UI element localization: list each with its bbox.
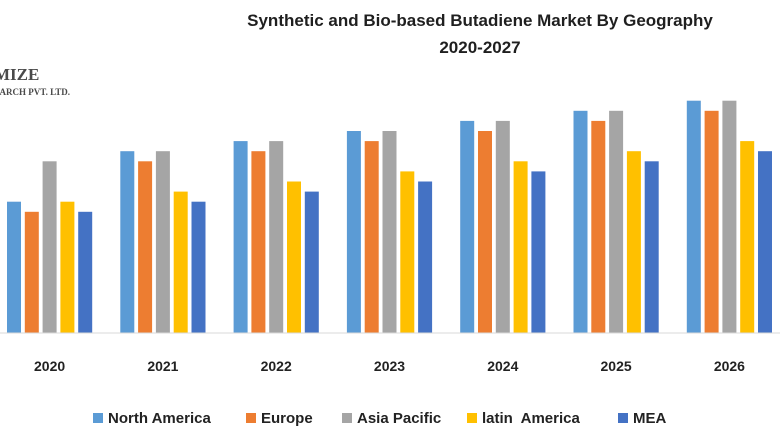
bar-europe-2021 bbox=[138, 161, 153, 333]
bar-mea-2023 bbox=[418, 181, 433, 333]
legend-item-latin-america[interactable]: latin America bbox=[467, 410, 580, 427]
watermark-logo: MIZE RESEARCH PVT. LTD. bbox=[0, 65, 70, 97]
bar-latin-america-2024 bbox=[513, 161, 528, 333]
legend-label: Asia Pacific bbox=[357, 410, 441, 427]
bar-europe-2026 bbox=[704, 110, 719, 333]
bar-mea-2025 bbox=[644, 161, 659, 333]
legend-swatch bbox=[342, 413, 352, 423]
bar-north-america-2025 bbox=[573, 110, 588, 333]
bar-north-america-2023 bbox=[346, 131, 361, 333]
bar-north-america-2021 bbox=[120, 151, 135, 333]
bars-layer bbox=[7, 100, 772, 334]
legend[interactable]: North America Europe Asia Pacific latin Ame… bbox=[93, 410, 667, 427]
bar-mea-2026 bbox=[758, 151, 772, 333]
x-axis-ticks: 2020 2021 2022 2023 2024 2025 2026 bbox=[34, 358, 745, 374]
x-tick-label-2022: 2022 bbox=[261, 358, 292, 374]
bar-asia-pacific-2023 bbox=[382, 131, 397, 333]
legend-swatch bbox=[618, 413, 628, 423]
bar-asia-pacific-2025 bbox=[609, 110, 624, 333]
bar-europe-2023 bbox=[364, 141, 379, 333]
bar-mea-2020 bbox=[78, 211, 93, 333]
legend-swatch bbox=[93, 413, 103, 423]
watermark-logo-tagline: RESEARCH PVT. LTD. bbox=[0, 87, 70, 97]
legend-swatch bbox=[246, 413, 256, 423]
bar-latin-america-2026 bbox=[740, 141, 755, 333]
x-tick-label-2021: 2021 bbox=[147, 358, 178, 374]
bar-asia-pacific-2024 bbox=[495, 120, 510, 334]
legend-item-europe[interactable]: Europe bbox=[246, 410, 313, 427]
legend-item-asia-pacific[interactable]: Asia Pacific bbox=[342, 410, 441, 427]
legend-label: Europe bbox=[261, 410, 313, 427]
bar-north-america-2024 bbox=[460, 120, 475, 334]
bar-asia-pacific-2020 bbox=[42, 161, 57, 333]
x-tick-label-2025: 2025 bbox=[601, 358, 632, 374]
chart-subtitle: 2020-2027 bbox=[439, 38, 520, 57]
bar-north-america-2022 bbox=[233, 141, 248, 333]
bar-latin-america-2023 bbox=[400, 171, 415, 333]
x-tick-label-2026: 2026 bbox=[714, 358, 745, 374]
legend-label: MEA bbox=[633, 410, 667, 427]
legend-swatch bbox=[467, 413, 477, 423]
bar-north-america-2020 bbox=[7, 201, 21, 333]
x-tick-label-2024: 2024 bbox=[487, 358, 518, 374]
bar-asia-pacific-2026 bbox=[722, 100, 737, 333]
legend-item-north-america[interactable]: North America bbox=[93, 410, 211, 427]
bar-mea-2021 bbox=[191, 201, 206, 333]
x-tick-label-2020: 2020 bbox=[34, 358, 65, 374]
bar-mea-2024 bbox=[531, 171, 546, 333]
x-tick-label-2023: 2023 bbox=[374, 358, 405, 374]
watermark-logo-name: MIZE bbox=[0, 65, 39, 84]
bar-europe-2025 bbox=[591, 120, 606, 334]
legend-item-mea[interactable]: MEA bbox=[618, 410, 667, 427]
bar-latin-america-2021 bbox=[173, 191, 188, 333]
bar-latin-america-2020 bbox=[60, 201, 75, 333]
bar-asia-pacific-2022 bbox=[269, 141, 284, 333]
chart-title: Synthetic and Bio-based Butadiene Market… bbox=[247, 11, 713, 30]
bar-europe-2024 bbox=[478, 131, 492, 333]
bar-europe-2020 bbox=[24, 211, 39, 333]
legend-label: North America bbox=[108, 410, 211, 427]
bar-latin-america-2022 bbox=[287, 181, 301, 333]
bar-asia-pacific-2021 bbox=[155, 151, 170, 333]
bar-europe-2022 bbox=[251, 151, 266, 333]
legend-label: latin America bbox=[482, 410, 580, 427]
bar-latin-america-2025 bbox=[626, 151, 641, 333]
bar-mea-2022 bbox=[304, 191, 319, 333]
bar-north-america-2026 bbox=[686, 100, 701, 333]
